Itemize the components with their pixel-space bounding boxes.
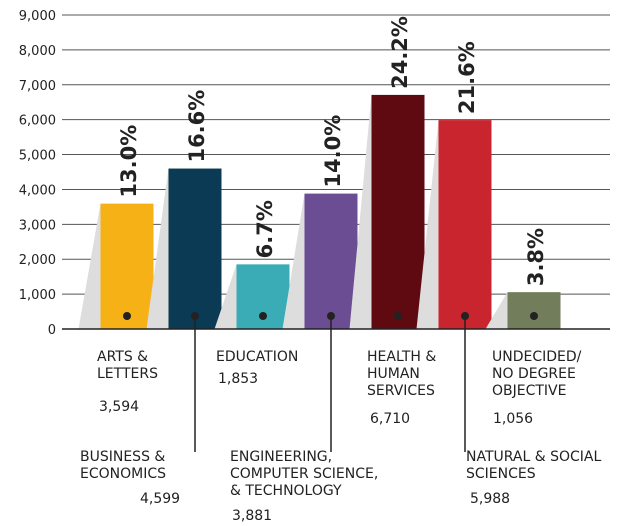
y-tick-label: 1,000 (19, 288, 56, 303)
count-label: 5,988 (470, 491, 511, 507)
y-tick-label: 7,000 (19, 79, 56, 94)
count-label: 4,599 (140, 491, 181, 507)
bar (100, 203, 154, 329)
category-label: EDUCATION (216, 349, 299, 365)
bar-shadow (282, 193, 305, 329)
bar-dot (394, 312, 402, 320)
y-tick-label: 6,000 (19, 114, 56, 129)
share-label: 16.6% (185, 90, 209, 163)
y-tick-label: 4,000 (19, 183, 56, 198)
share-label: 24.2% (388, 16, 412, 89)
category-label: BUSINESS & ECONOMICS (80, 449, 167, 482)
bar-shadow (416, 120, 439, 330)
y-tick-label: 3,000 (19, 218, 56, 233)
count-label: 3,881 (232, 508, 273, 524)
y-tick-label: 9,000 (19, 9, 56, 24)
y-tick-label: 0 (48, 323, 56, 338)
count-label: 1,056 (493, 411, 534, 427)
bar (304, 193, 358, 329)
bar (168, 168, 222, 329)
share-label: 3.8% (524, 228, 548, 286)
bar (371, 94, 425, 329)
bar-shadow (485, 292, 508, 329)
bar-dot (191, 312, 199, 320)
share-label: 6.7% (253, 200, 277, 258)
bar-shadow (349, 94, 372, 329)
bar-dot (259, 312, 267, 320)
category-label: NATURAL & SOCIAL SCIENCES (466, 449, 602, 482)
category-label: HEALTH & HUMAN SERVICES (367, 349, 437, 399)
share-label: 21.6% (455, 41, 479, 114)
category-label: ARTS & LETTERS (97, 349, 158, 382)
bar (438, 120, 492, 330)
bar-dot (327, 312, 335, 320)
bar-dot (461, 312, 469, 320)
bar-shadow (214, 264, 237, 329)
bar-dot (530, 312, 538, 320)
category-label: ENGINEERING, COMPUTER SCIENCE, & TECHNOL… (230, 449, 379, 499)
bar-dot (123, 312, 131, 320)
y-tick-label: 8,000 (19, 44, 56, 59)
bar-shadow (78, 203, 101, 329)
bar (507, 292, 561, 329)
bar-shadow (146, 168, 169, 329)
share-label: 14.0% (321, 115, 345, 188)
count-label: 3,594 (99, 399, 140, 415)
category-label: UNDECIDED/ NO DEGREE OBJECTIVE (492, 349, 582, 399)
y-tick-label: 5,000 (19, 149, 56, 164)
share-label: 13.0% (117, 125, 141, 198)
y-tick-label: 2,000 (19, 253, 56, 268)
count-label: 1,853 (218, 371, 259, 387)
count-label: 6,710 (370, 411, 411, 427)
